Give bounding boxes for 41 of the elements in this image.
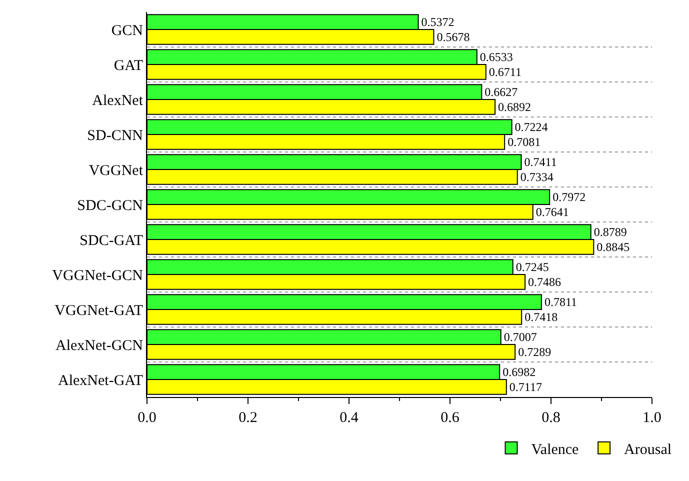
- data-label: 0.7289: [518, 344, 552, 359]
- data-label: 0.5372: [421, 15, 454, 30]
- data-label: 0.7641: [536, 204, 569, 219]
- x-tick-label: 0.4: [340, 410, 359, 426]
- y-tick-label: VGGNet: [88, 162, 144, 179]
- y-tick-label: AlexNet-GCN: [56, 338, 144, 354]
- data-label: 0.7418: [524, 310, 558, 324]
- legend-label: Valence: [531, 442, 580, 458]
- y-tick-label: SDC-GAT: [80, 232, 143, 249]
- y-tick-label: GAT: [114, 58, 143, 74]
- y-tick-label: VGGNet-GCN: [52, 268, 144, 284]
- y-tick-label: SDC-GCN: [77, 198, 144, 214]
- y-tick-label: AlexNet: [92, 92, 144, 109]
- x-tick-label: 0.0: [138, 410, 156, 426]
- x-tick-label: 1.0: [642, 410, 662, 426]
- x-tick-label: 0.2: [238, 410, 258, 426]
- data-label: 0.6982: [502, 365, 536, 380]
- x-tick-label: 0.8: [542, 410, 560, 426]
- data-label: 0.7486: [528, 274, 562, 289]
- data-label: 0.7117: [509, 380, 542, 394]
- y-tick-label: AlexNet-GAT: [58, 372, 143, 389]
- data-label: 0.7081: [508, 134, 541, 149]
- y-tick-label: VGGNet-GAT: [54, 302, 143, 319]
- legend-label: Arousal: [624, 442, 672, 458]
- data-label: 0.6533: [480, 50, 513, 64]
- data-label: 0.7811: [544, 295, 578, 310]
- data-label: 0.6627: [484, 85, 518, 100]
- data-label: 0.7007: [504, 330, 537, 344]
- data-label: 0.7972: [552, 190, 586, 204]
- y-tick-label: GCN: [111, 22, 144, 39]
- y-tick-label: SD-CNN: [87, 128, 144, 144]
- x-tick-label: 0.6: [440, 410, 460, 426]
- data-label: 0.8845: [596, 240, 630, 254]
- data-label: 0.7224: [514, 120, 548, 134]
- data-label: 0.7245: [516, 260, 549, 274]
- data-label: 0.6892: [498, 100, 532, 114]
- data-label: 0.7411: [524, 155, 557, 170]
- data-label: 0.8789: [594, 225, 627, 240]
- data-label: 0.7334: [520, 170, 554, 184]
- data-label: 0.5678: [436, 30, 470, 44]
- data-label: 0.6711: [488, 64, 522, 79]
